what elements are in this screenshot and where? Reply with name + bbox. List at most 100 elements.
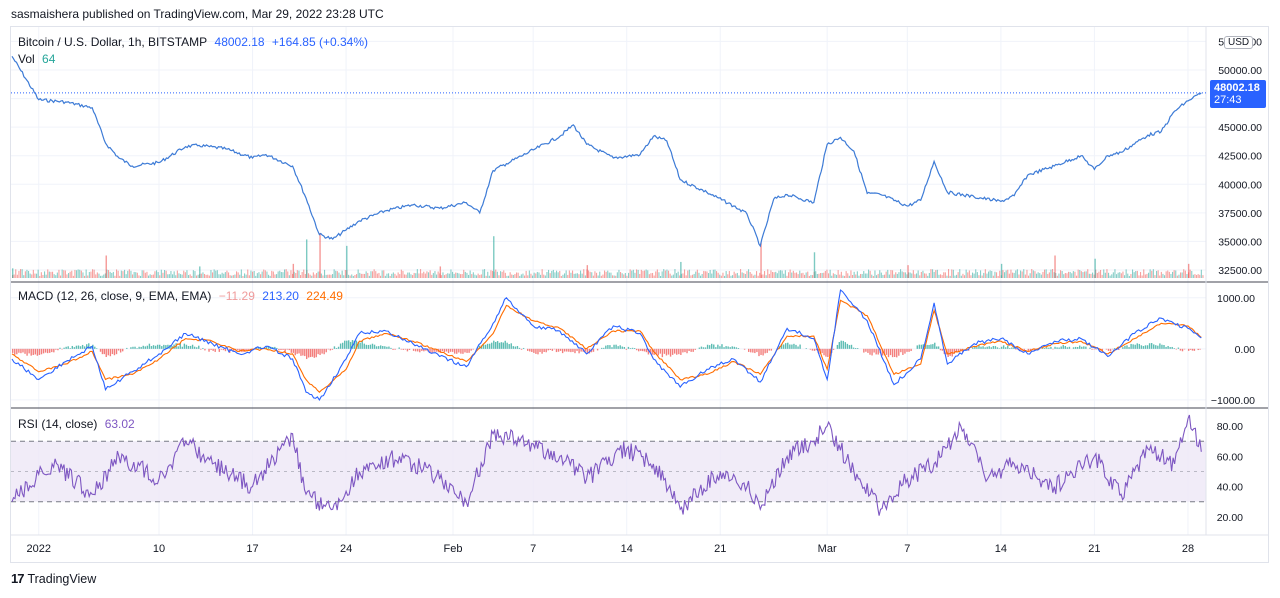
volume-bar [364, 273, 366, 278]
volume-bar [1079, 270, 1081, 278]
macd-histogram-bar [150, 346, 153, 349]
volume-bar [842, 275, 844, 278]
volume-bar [613, 275, 615, 278]
macd-histogram-bar [337, 346, 340, 349]
volume-bar [586, 265, 589, 278]
volume-bar [1050, 269, 1052, 278]
macd-histogram-bar [109, 348, 112, 357]
volume-bar [1136, 270, 1138, 278]
volume-bar [943, 272, 945, 278]
volume-bar [912, 270, 914, 278]
macd-histogram-bar [729, 347, 731, 349]
macd-histogram-bar [1167, 345, 1169, 349]
macd-histogram-bar [671, 348, 674, 355]
volume-bar [474, 274, 476, 278]
macd-histogram-bar [214, 348, 216, 352]
macd-histogram-bar [449, 348, 452, 352]
volume-bar [701, 274, 703, 278]
macd-histogram-bar [284, 348, 286, 353]
macd-histogram-bar [51, 348, 53, 353]
macd-histogram-bar [1004, 347, 1007, 349]
volume-bar [620, 272, 622, 278]
volume-bar [1114, 269, 1116, 278]
volume-bar [28, 270, 30, 278]
macd-histogram-bar [22, 348, 24, 353]
currency-badge[interactable]: USD [1224, 36, 1254, 49]
volume-bar [944, 272, 946, 278]
volume-bar [784, 270, 786, 278]
macd-histogram-bar [105, 348, 107, 357]
macd-histogram-bar [641, 348, 644, 352]
volume-bar [1088, 273, 1090, 278]
macd-histogram-bar [165, 345, 167, 349]
macd-histogram-bar [529, 348, 531, 352]
macd-histogram-bar [682, 348, 684, 353]
macd-histogram-bar [848, 345, 851, 349]
macd-histogram-bar [1033, 348, 1036, 351]
footer[interactable]: 17 TradingView [11, 571, 96, 586]
volume-bar [660, 275, 662, 278]
volume-bar [860, 273, 862, 278]
volume-bar [279, 270, 281, 278]
macd-histogram-bar [367, 344, 370, 349]
volume-bar [341, 270, 343, 278]
volume-bar [605, 271, 607, 278]
macd-histogram-bar [280, 348, 282, 351]
volume-bar [124, 269, 126, 278]
volume-bar [287, 271, 289, 278]
volume-bar [1023, 269, 1025, 278]
macd-histogram-bar [926, 344, 928, 349]
volume-bar [1141, 275, 1143, 278]
volume-bar [1093, 274, 1095, 278]
time-axis-label: 2022 [26, 543, 50, 555]
volume-bar [295, 273, 297, 278]
volume-bar [986, 273, 988, 278]
price-line [11, 55, 1202, 248]
volume-bar [991, 270, 993, 278]
volume-bar [743, 273, 745, 278]
rsi-axis-label: 20.00 [1217, 512, 1243, 524]
macd-histogram-bar [1091, 348, 1093, 350]
macd-histogram-bar [462, 348, 464, 354]
volume-bar [84, 275, 86, 278]
macd-histogram-bar [603, 347, 605, 349]
volume-bar [468, 274, 470, 278]
volume-bar [93, 269, 95, 278]
volume-bar [437, 271, 439, 278]
volume-bar [624, 273, 626, 278]
volume-bar [192, 270, 194, 278]
volume-bar [824, 270, 826, 278]
volume-bar [512, 274, 514, 278]
volume-bar [720, 275, 722, 278]
macd-histogram-bar [171, 345, 173, 349]
volume-bar [506, 275, 508, 278]
volume-bar [682, 273, 684, 278]
volume-bar [1184, 270, 1186, 278]
macd-histogram-bar [119, 348, 122, 353]
macd-histogram-bar [161, 346, 163, 349]
volume-bar [247, 269, 249, 278]
volume-bar [589, 271, 591, 278]
volume-bar [444, 275, 446, 278]
volume-bar [336, 271, 338, 278]
volume-bar [181, 274, 183, 278]
macd-histogram-bar [63, 347, 65, 349]
volume-bar [95, 274, 97, 278]
macd-histogram-bar [390, 347, 392, 349]
macd-histogram-bar [508, 344, 510, 349]
volume-bar [780, 270, 782, 278]
volume-bar [96, 272, 98, 278]
volume-bar [796, 272, 798, 278]
volume-bar [583, 269, 585, 278]
volume-bar [733, 271, 735, 278]
macd-histogram-bar [136, 348, 138, 349]
time-axis-label: 7 [530, 543, 536, 555]
volume-bar [132, 274, 134, 278]
volume-bar [517, 272, 519, 278]
macd-histogram-bar [667, 348, 670, 355]
volume-bar [480, 274, 482, 278]
volume-bar [1060, 270, 1062, 278]
volume-bar [628, 272, 630, 278]
volume-bar [327, 274, 329, 278]
